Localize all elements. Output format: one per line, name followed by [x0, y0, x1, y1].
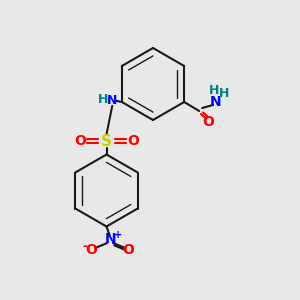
Text: H: H: [98, 93, 108, 106]
Text: O: O: [127, 134, 139, 148]
Text: N: N: [104, 232, 116, 246]
Text: N: N: [107, 94, 117, 107]
Text: S: S: [101, 134, 112, 148]
Text: H: H: [219, 87, 230, 100]
Text: O: O: [202, 116, 214, 129]
Text: O: O: [122, 244, 134, 257]
Text: O: O: [85, 244, 98, 257]
Text: N: N: [210, 95, 221, 109]
Text: O: O: [74, 134, 86, 148]
Text: -: -: [82, 240, 88, 254]
Text: +: +: [114, 230, 122, 241]
Text: H: H: [208, 84, 219, 97]
